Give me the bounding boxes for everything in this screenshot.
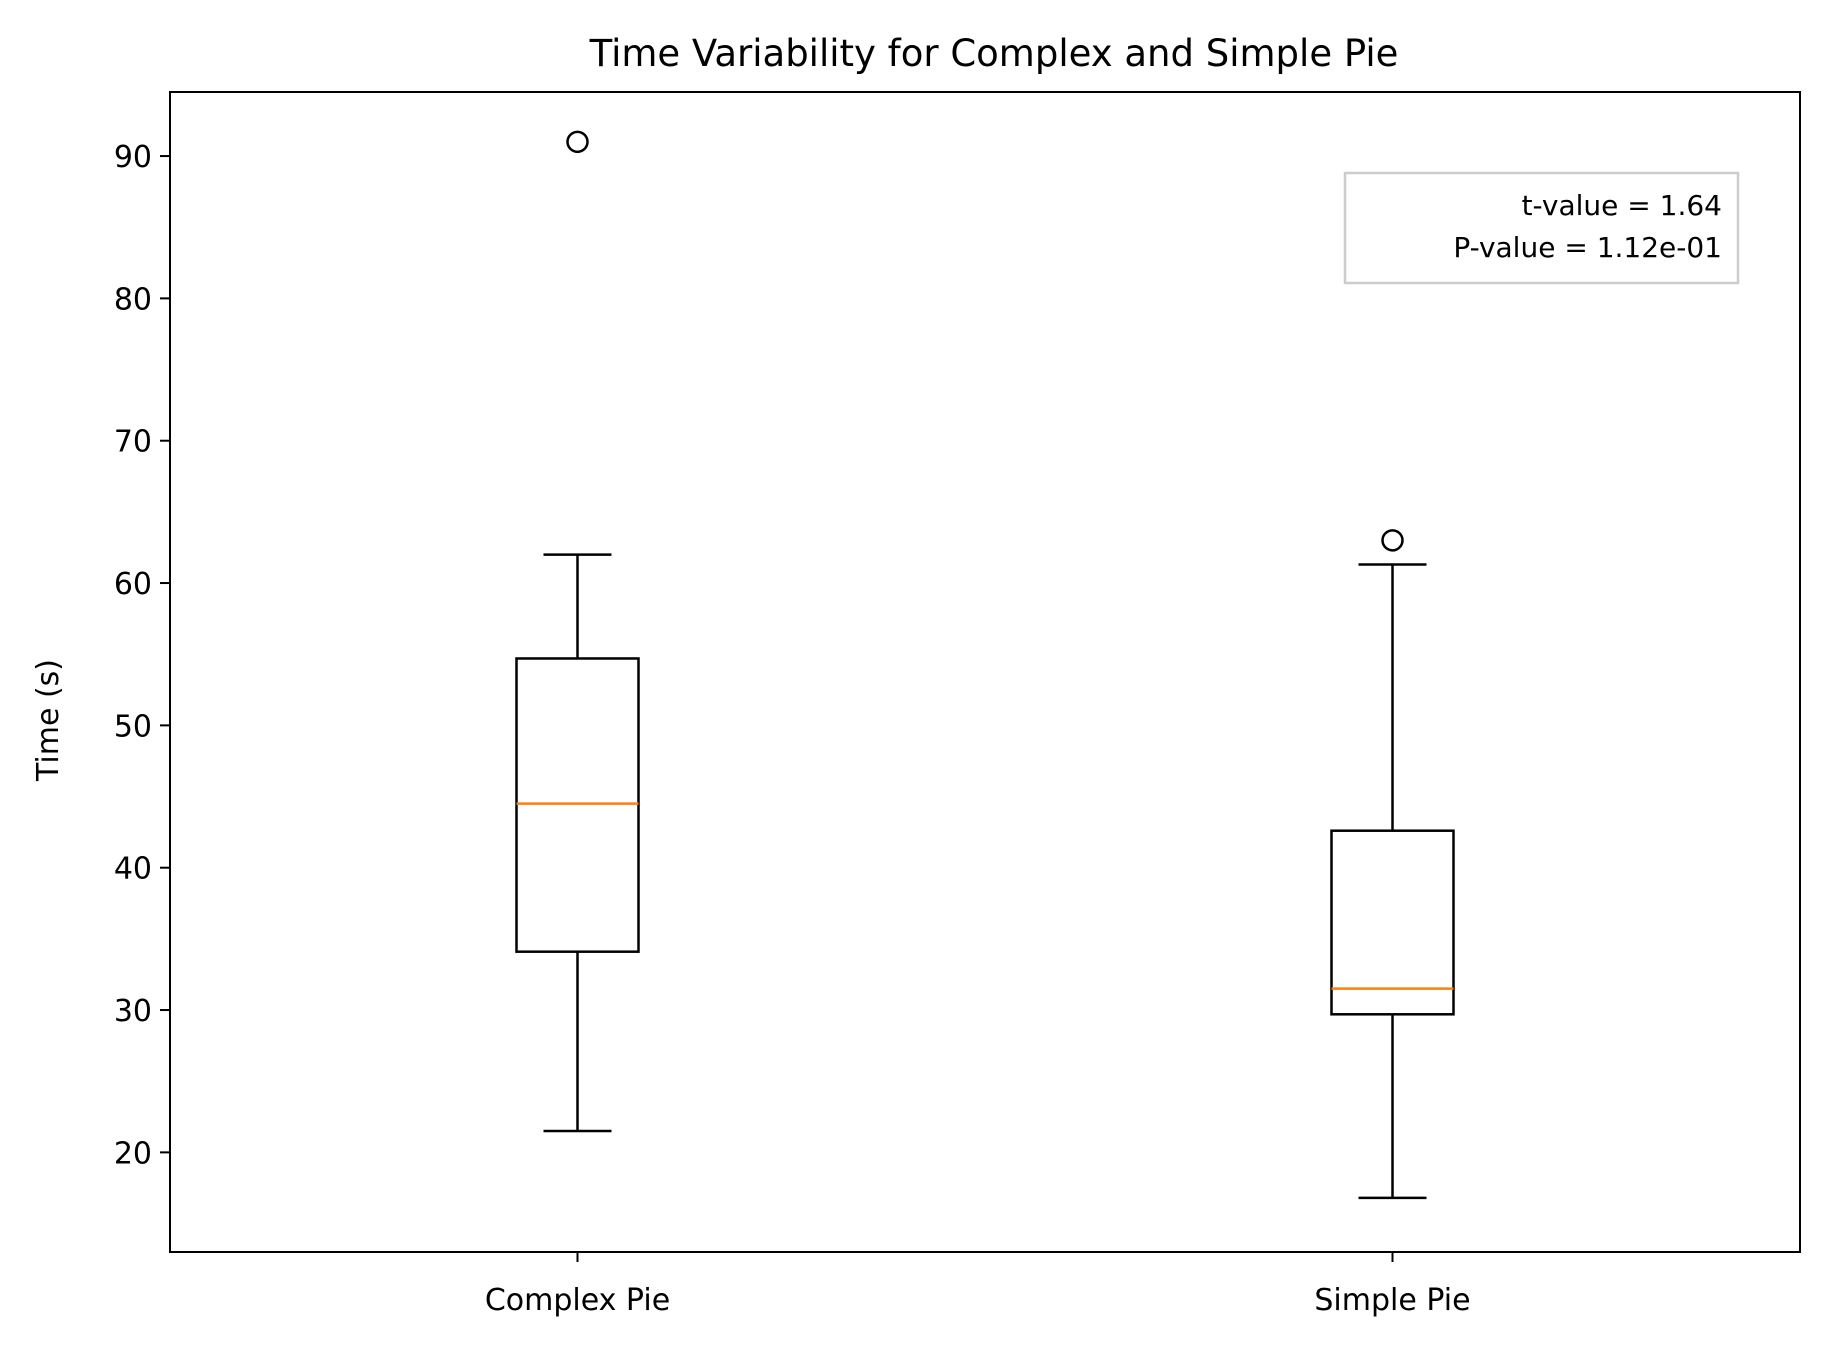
y-tick-label-80: 80 [114,282,152,317]
outlier-complex-pie-0 [566,130,589,154]
y-tick-label-70: 70 [114,425,152,460]
y-tick-label-20: 20 [114,1136,152,1171]
plot-area: 20 30 40 50 60 70 80 90 Complex Pie Simple Pie [114,130,1471,1318]
y-tick-label-90: 90 [114,140,152,175]
y-axis-label: Time (s) [31,659,66,782]
axes-frame [169,91,1801,1253]
x-tick-label-simple-pie: Simple Pie [1314,1283,1470,1318]
p-value-text: P-value = 1.12e-01 [1453,231,1722,264]
t-value-text: t-value = 1.64 [1522,189,1722,222]
stats-annotation: t-value = 1.64 P-value = 1.12e-01 [1343,171,1740,285]
box-simple-pie [1330,829,1455,1016]
y-tick-label-30: 30 [114,994,152,1029]
chart-title: Time Variability for Complex and Simple … [589,32,1399,75]
box-group-simple-pie [1330,529,1455,1200]
x-tick-label-complex-pie: Complex Pie [485,1283,670,1318]
outlier-simple-pie-0 [1381,529,1404,552]
y-tick-label-40: 40 [114,852,152,887]
box-complex-pie [515,657,640,953]
y-tick-label-50: 50 [114,709,152,744]
box-group-complex-pie [515,130,640,1133]
annotation-frame [1343,171,1740,285]
y-tick-label-60: 60 [114,567,152,602]
